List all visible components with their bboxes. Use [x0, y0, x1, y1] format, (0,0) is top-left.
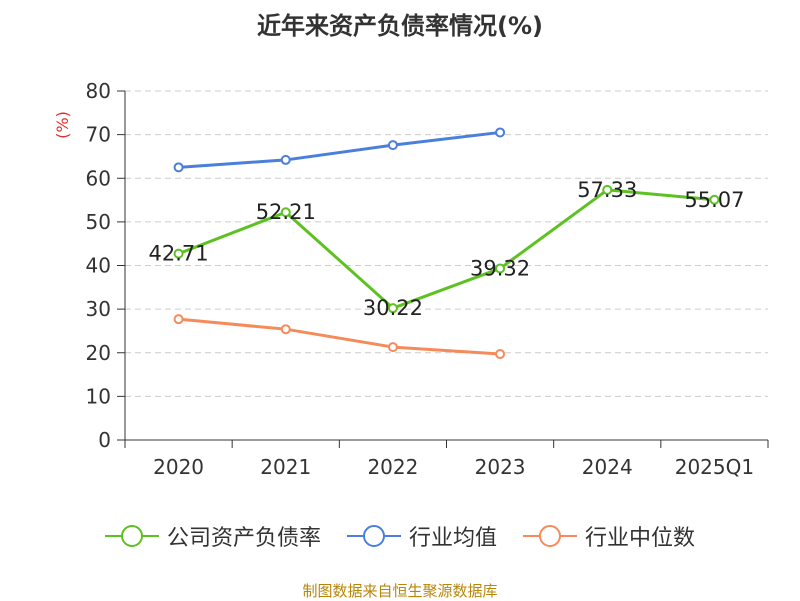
data-label: 42.71 — [149, 242, 209, 266]
y-tick-label: 10 — [86, 384, 111, 408]
legend-swatch — [523, 525, 577, 547]
grid-lines — [125, 90, 768, 397]
data-point — [495, 263, 506, 274]
chart-title: 近年来资产负债率情况(%) — [257, 12, 543, 40]
y-unit-label: (%) — [53, 111, 72, 139]
series-line-2 — [178, 317, 501, 356]
data-point — [709, 194, 720, 205]
legend-swatch — [104, 525, 159, 547]
data-point — [280, 207, 291, 218]
legend-label: 公司资产负债率 — [166, 526, 321, 551]
data-point — [495, 349, 506, 360]
legend-item-0[interactable]: 公司资产负债率 — [104, 520, 321, 552]
y-tick-label: 40 — [86, 254, 111, 278]
y-tick-label: 0 — [98, 428, 111, 452]
y-tick-label: 70 — [86, 123, 111, 147]
series-line-1 — [178, 130, 501, 169]
legend-item-2[interactable]: 行业中位数 — [523, 520, 695, 552]
legend-item-1[interactable]: 行业均值 — [346, 520, 497, 552]
y-tick-label: 20 — [86, 341, 111, 365]
series-lines — [173, 127, 720, 360]
axes: 0 10 20 30 40 50 60 70 80 2020 2021 2022 2023 2024 202… — [53, 79, 769, 479]
source-note: 制图数据来自恒生聚源数据库 — [302, 582, 498, 600]
legend-swatch — [346, 525, 401, 547]
data-point — [495, 127, 506, 138]
y-tick-label: 30 — [86, 297, 111, 321]
data-label: 30.22 — [363, 296, 423, 320]
data-labels: 42.71 52.21 30.22 39.32 57.33 55.07 — [149, 178, 745, 320]
x-tick-label-2022: 2022 — [367, 455, 418, 479]
legend-label: 行业均值 — [408, 526, 497, 551]
data-label: 52.21 — [256, 200, 316, 224]
legend-label: 行业中位数 — [585, 526, 696, 551]
series-line-0 — [178, 188, 715, 310]
data-point — [387, 342, 398, 353]
y-tick-label: 80 — [86, 79, 111, 103]
data-point — [280, 154, 291, 165]
data-label: 55.07 — [684, 188, 744, 212]
data-point — [387, 303, 398, 314]
data-point — [280, 324, 291, 335]
y-tick-label: 50 — [86, 210, 111, 234]
data-label: 57.33 — [577, 178, 637, 202]
data-point — [173, 248, 184, 259]
data-label: 39.32 — [470, 256, 530, 280]
legend: 公司资产负债率 行业均值 行业中位数 — [0, 520, 800, 552]
data-point — [173, 162, 184, 173]
data-point — [173, 314, 184, 325]
x-tick-label-2020: 2020 — [153, 455, 204, 479]
x-tick-label-2025Q1: 2025Q1 — [675, 455, 754, 479]
line-chart: 0 10 20 30 40 50 60 70 80 2020 2021 2022 2023 2024 202… — [53, 79, 769, 479]
y-tick-label: 60 — [86, 166, 111, 190]
x-tick-label-2024: 2024 — [582, 455, 633, 479]
x-tick-label-2021: 2021 — [260, 455, 311, 479]
data-point — [387, 140, 398, 151]
x-tick-label-2023: 2023 — [475, 455, 526, 479]
data-point — [602, 184, 613, 195]
